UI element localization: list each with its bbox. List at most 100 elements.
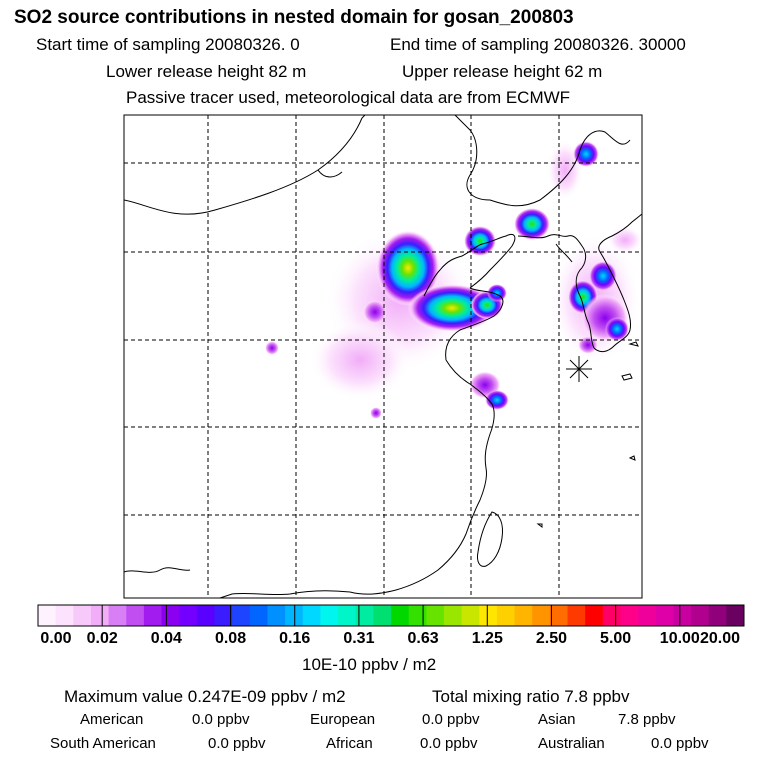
small-island [621,373,633,381]
american-value: 0.0 ppbv [192,711,250,728]
plume-shenyang [514,208,550,240]
maximum-value-label: Maximum value 0.247E-09 ppbv / m2 [64,687,346,706]
bohai-coast [423,233,516,297]
colorbar-swatch [514,605,533,626]
colorbar-swatch [708,605,727,626]
colorbar-swatch [496,605,515,626]
colorbar-tick-label: 20.00 [699,630,741,647]
colorbar-swatch [461,605,480,626]
border-line [317,169,343,178]
colorbar-swatch [549,605,568,626]
colorbar-swatch [620,605,639,626]
colorbar-swatch [602,605,621,626]
plume-halo [310,320,410,400]
china-east-coast [349,359,495,595]
colorbar-swatch [143,605,162,626]
colorbar-tick-label: 0.16 [279,630,311,647]
colorbar-swatch [355,605,374,626]
south-american-label: South American [50,735,156,752]
plume-beijing-tianjin [376,230,440,306]
colorbar-tick-label: 0.08 [214,630,247,647]
colorbar-tick-label: 0.02 [86,630,118,647]
colorbar-swatch [655,605,674,626]
south-coast [219,590,351,598]
plume-busan [605,317,629,341]
colorbar-swatch [73,605,92,626]
colorbar-swatch [267,605,286,626]
plume-spot [363,300,387,324]
african-value: 0.0 ppbv [420,735,478,752]
border-line [124,567,191,573]
colorbar-swatch [691,605,710,626]
plume-dalian [464,226,496,256]
colorbar-swatch [391,605,410,626]
lat-lon-grid [124,115,642,598]
border-line [124,115,366,215]
plume-shandong [408,284,496,332]
colorbar-swatch [638,605,657,626]
border-line [454,115,631,207]
concentration-field [265,140,642,419]
total-mixing-ratio-label: Total mixing ratio 7.8 ppbv [432,687,630,706]
receptor-star-icon [566,356,592,382]
colorbar-unit-label: 10E-10 ppbv / m2 [302,655,437,674]
colorbar-swatch [285,605,304,626]
korea-coast [517,213,642,353]
colorbar-swatch [726,605,745,626]
colorbar-tick-label: 10.00 [659,630,700,647]
shandong-coast [445,287,504,361]
lower-release-height-label: Lower release height 82 m [106,62,307,81]
colorbar-swatch [55,605,74,626]
tracer-note: Passive tracer used, meteorological data… [126,88,571,107]
upper-release-height-label: Upper release height 62 m [402,62,603,81]
end-sampling-label: End time of sampling 20080326. 30000 [390,35,686,54]
asian-label: Asian [538,711,576,728]
small-island [536,523,543,528]
colorbar-swatch [373,605,392,626]
colorbar-tick-label: 1.25 [471,630,503,647]
colorbar-swatch [126,605,145,626]
colorbar-swatch [232,605,251,626]
colorbar-swatch [567,605,586,626]
colorbar-swatch [408,605,427,626]
plume-pyongyang [589,261,617,291]
colorbar-swatch [38,605,57,626]
plume-shanghai-core [485,390,509,410]
colorbar-tick-label: 0.04 [150,630,182,647]
european-value: 0.0 ppbv [422,711,480,728]
plume-shandong-north [487,284,507,302]
small-island [628,455,636,461]
plume-spot [370,407,382,419]
colorbar-tick-label: 0.31 [343,630,375,647]
colorbar-swatch [443,605,462,626]
colorbar-swatch [196,605,215,626]
coastlines [124,115,642,598]
colorbar-swatch [108,605,127,626]
plume-spot [578,336,598,354]
colorbar-swatch [585,605,604,626]
colorbar-border [37,604,745,627]
taiwan-island [477,511,503,567]
south-american-value: 0.0 ppbv [208,735,266,752]
asian-value: 7.8 ppbv [618,711,676,728]
european-label: European [310,711,376,728]
colorbar-swatch [338,605,357,626]
plume-spot [265,341,279,355]
african-label: African [326,735,373,752]
colorbar-swatch [249,605,268,626]
start-sampling-label: Start time of sampling 20080326. 0 [36,35,300,54]
colorbar-tick-label: 0.00 [40,630,72,647]
colorbar-swatch [161,605,180,626]
map-frame [123,114,643,599]
colorbar-swatch [426,605,445,626]
colorbar-swatch [673,605,692,626]
small-island [628,341,639,347]
colorbar-tick-label: 5.00 [600,630,632,647]
australian-value: 0.0 ppbv [651,735,709,752]
australian-label: Australian [538,735,605,752]
colorbar-tick-label: 2.50 [535,630,568,647]
border-line [555,243,573,263]
map-title: SO2 source contributions in nested domai… [14,7,574,28]
colorbar-swatch [320,605,339,626]
